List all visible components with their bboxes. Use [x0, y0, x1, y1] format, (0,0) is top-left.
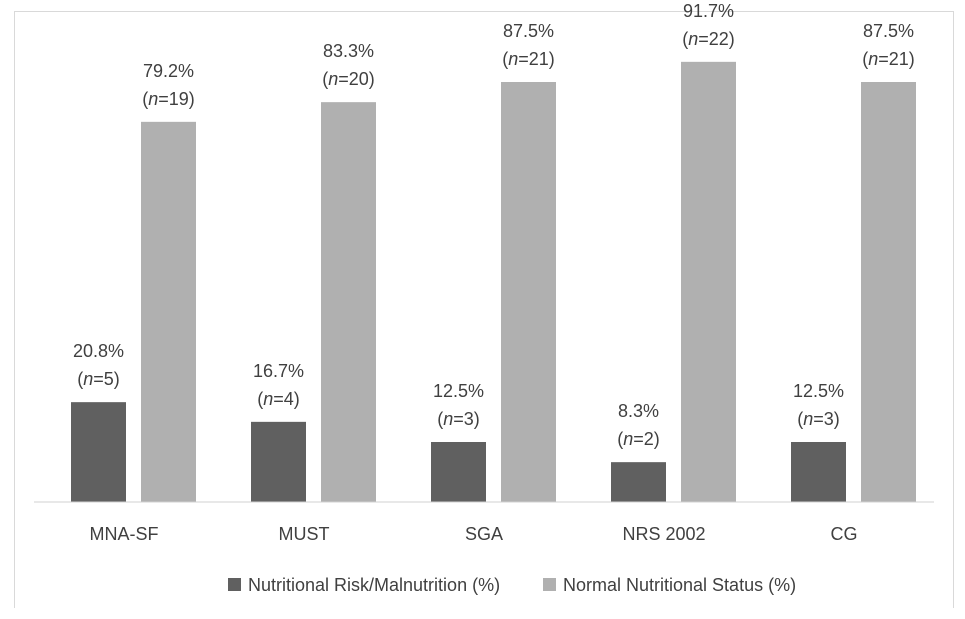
data-label-pct: 87.5%: [503, 21, 554, 41]
data-label-pct: 87.5%: [863, 21, 914, 41]
bar-sga-series-1: [431, 442, 486, 502]
data-label-pct: 12.5%: [433, 381, 484, 401]
x-tick-label-mna-sf: MNA-SF: [90, 524, 159, 544]
x-tick-label-nrs-2002: NRS 2002: [622, 524, 705, 544]
legend-label-series-1: Nutritional Risk/Malnutrition (%): [248, 575, 500, 595]
data-label-n: (n=2): [617, 429, 660, 449]
bar-mna-sf-series-2: [141, 121, 196, 502]
data-label-n: (n=21): [862, 49, 915, 69]
x-tick-labels: MNA-SF MUST SGA NRS 2002 CG: [90, 524, 858, 544]
data-label-pct: 91.7%: [683, 1, 734, 21]
bar-sga-series-2: [501, 82, 556, 502]
legend: Nutritional Risk/Malnutrition (%) Normal …: [228, 575, 796, 595]
data-label-n: (n=5): [77, 369, 120, 389]
data-label-n: (n=19): [142, 89, 195, 109]
bar-must-series-1: [251, 421, 306, 502]
data-label-pct: 12.5%: [793, 381, 844, 401]
data-label-pct: 16.7%: [253, 361, 304, 381]
legend-swatch-series-2: [543, 578, 556, 591]
x-tick-label-must: MUST: [279, 524, 330, 544]
bar-must-series-2: [321, 102, 376, 502]
bar-cg-series-2: [861, 82, 916, 502]
data-labels-layer: 20.8% (n=5) 79.2% (n=19) 16.7% (n=4) 83.3% (n=2…: [73, 1, 915, 449]
bar-cg-series-1: [791, 442, 846, 502]
legend-swatch-series-1: [228, 578, 241, 591]
data-label-pct: 8.3%: [618, 401, 659, 421]
data-label-n: (n=22): [682, 29, 735, 49]
data-label-pct: 83.3%: [323, 41, 374, 61]
bars-layer: [71, 61, 916, 503]
x-tick-label-cg: CG: [831, 524, 858, 544]
data-label-n: (n=21): [502, 49, 555, 69]
data-label-n: (n=3): [797, 409, 840, 429]
bar-mna-sf-series-1: [71, 402, 126, 502]
data-label-pct: 20.8%: [73, 341, 124, 361]
bar-nrs-2002-series-1: [611, 462, 666, 502]
data-label-pct: 79.2%: [143, 61, 194, 81]
legend-label-series-2: Normal Nutritional Status (%): [563, 575, 796, 595]
x-tick-label-sga: SGA: [465, 524, 503, 544]
data-label-n: (n=20): [322, 69, 375, 89]
bar-nrs-2002-series-2: [681, 61, 736, 503]
data-label-n: (n=3): [437, 409, 480, 429]
data-label-n: (n=4): [257, 389, 300, 409]
